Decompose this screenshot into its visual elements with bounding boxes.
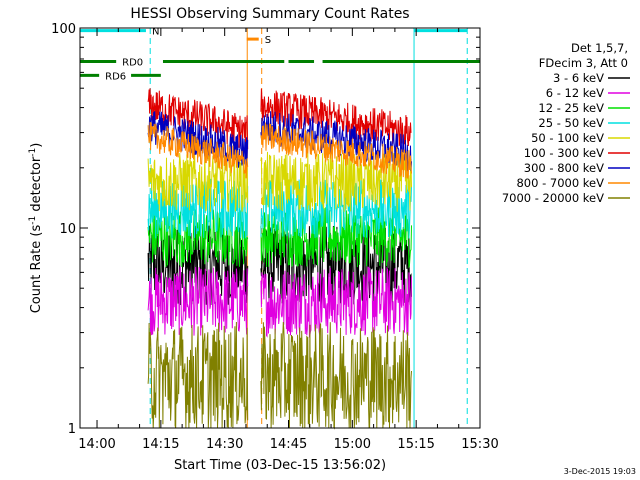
flag-label-s: S [265, 35, 271, 46]
flag-label-rd6: RD6 [105, 71, 126, 82]
series-line [260, 88, 412, 148]
series-8 [147, 321, 412, 430]
plot-area: N S RD0 RD6 [79, 27, 480, 430]
flag-label-n: N [152, 27, 159, 38]
series-7 [147, 121, 412, 180]
series-line [147, 121, 249, 179]
legend-header-line-1: Det 1,5,7, [571, 41, 628, 55]
legend-entry-0: 3 - 6 keV [553, 71, 604, 85]
series-line [260, 321, 412, 430]
x-tick-label-2: 14:30 [206, 437, 243, 452]
legend-entry-5: 100 - 300 keV [524, 146, 604, 160]
x-tick-label-4: 15:00 [334, 437, 371, 452]
x-tick-label-6: 15:30 [461, 437, 498, 452]
series-line [147, 151, 249, 212]
x-tick-label-1: 14:15 [142, 437, 179, 452]
footer-date: 3-Dec-2015 19:03 [564, 467, 636, 476]
legend-entry-2: 12 - 25 keV [538, 101, 604, 115]
legend-entry-4: 50 - 100 keV [531, 131, 604, 145]
series-line [147, 111, 249, 168]
series-line [260, 266, 412, 339]
flag-label-rd0: RD0 [122, 57, 143, 68]
legend-entry-6: 300 - 800 keV [524, 161, 604, 175]
legend-entry-7: 800 - 7000 keV [516, 176, 604, 190]
legend-entry-3: 25 - 50 keV [538, 116, 604, 130]
series-line [147, 178, 249, 239]
legend-entry-1: 6 - 12 keV [546, 86, 604, 100]
x-axis: 14:00 14:15 14:30 14:45 15:00 15:15 15:30 [78, 28, 499, 452]
y-axis: 1 10 100 [51, 22, 480, 437]
plot-frame [79, 27, 481, 429]
y-tick-label-2: 100 [51, 22, 76, 37]
legend-entry-8: 7000 - 20000 keV [502, 191, 604, 205]
x-tick-label-5: 15:15 [397, 437, 434, 452]
y-tick-label-0: 1 [68, 422, 76, 437]
series-line [260, 122, 412, 180]
y-axis-label: Count Rate (s-1 detector-1) [28, 143, 44, 314]
legend-header-line-2: FDecim 3, Att 0 [539, 56, 628, 70]
y-tick-label-1: 10 [59, 222, 76, 237]
x-tick-label-3: 14:45 [270, 437, 307, 452]
series-1 [147, 266, 412, 339]
x-tick-label-0: 14:00 [78, 437, 115, 452]
x-axis-label: Start Time (03-Dec-15 13:56:02) [174, 458, 386, 473]
svg-text:Count Rate (s-1 detector-1): Count Rate (s-1 detector-1) [28, 143, 44, 314]
chart-title: HESSI Observing Summary Count Rates [130, 6, 409, 22]
series-line [147, 266, 249, 336]
series-line [147, 321, 249, 429]
